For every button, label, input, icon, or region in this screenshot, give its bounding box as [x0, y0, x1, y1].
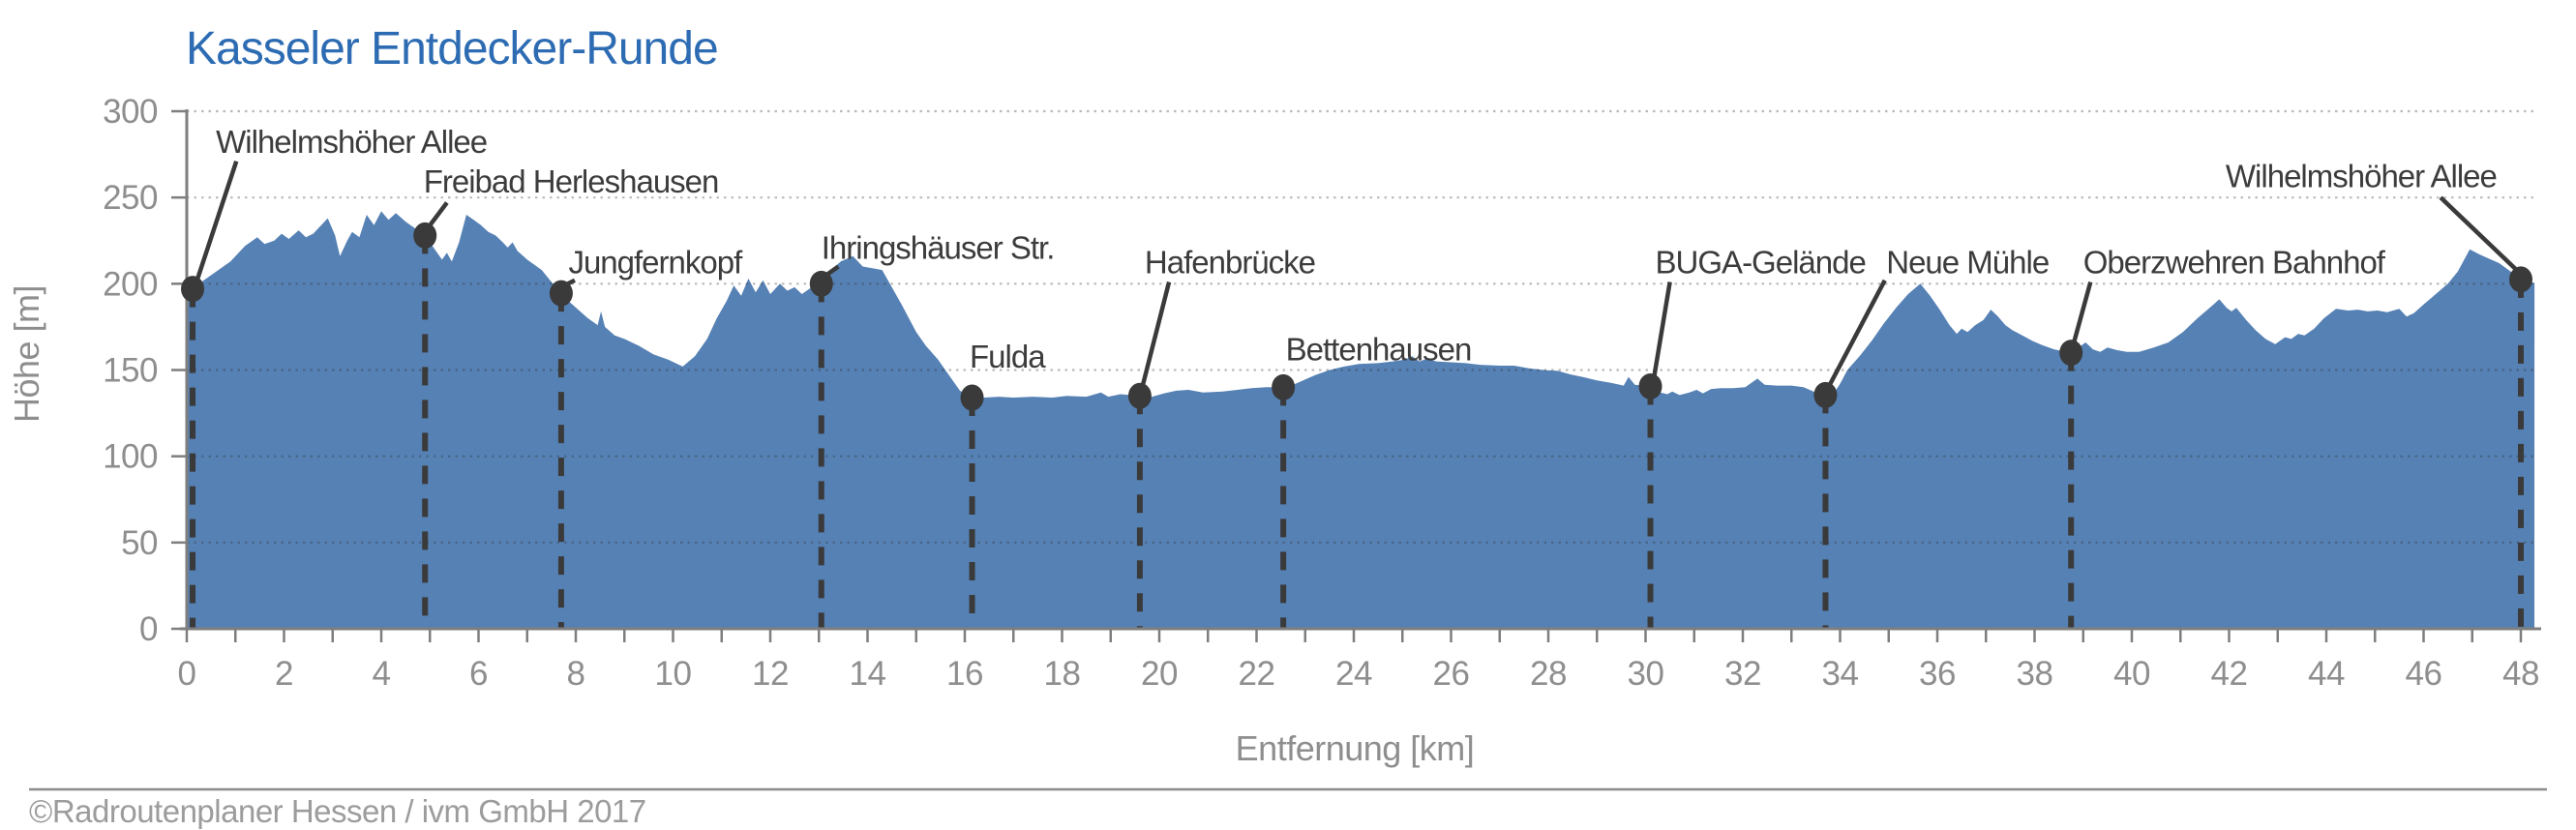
x-tick-label-24: 24: [1335, 655, 1372, 693]
x-tick-label-36: 36: [1919, 655, 1956, 693]
y-tick-label-100: 100: [103, 438, 158, 476]
station-marker-3: [809, 270, 833, 297]
x-tick-label-10: 10: [655, 655, 692, 693]
copyright-text: ©Radroutenplaner Hessen / ivm GmbH 2017: [29, 793, 646, 829]
x-tick-label-38: 38: [2017, 655, 2053, 693]
station-marker-4: [960, 384, 984, 411]
x-tick-label-34: 34: [1822, 655, 1859, 693]
station-label-10: Wilhelmshöher Allee: [2226, 158, 2497, 193]
x-tick-label-12: 12: [752, 655, 789, 693]
station-leader-7: [1651, 282, 1672, 379]
station-leader-8: [1827, 279, 1887, 387]
station-label-8: Neue Mühle: [1886, 245, 2049, 281]
x-tick-label-20: 20: [1141, 655, 1178, 693]
y-tick-label-150: 150: [103, 352, 158, 390]
elevation-area: [187, 211, 2535, 629]
station-leader-5: [1140, 281, 1172, 388]
x-axis-title: Entfernung [km]: [1236, 728, 1475, 768]
station-label-4: Fulda: [970, 339, 1046, 374]
station-label-7: BUGA-Gelände: [1656, 245, 1866, 281]
station-leader-9: [2071, 281, 2093, 345]
x-tick-label-32: 32: [1724, 655, 1761, 693]
station-label-1: Freibad Herleshausen: [424, 163, 719, 199]
station-label-6: Bettenhausen: [1286, 332, 1472, 368]
x-tick-label-26: 26: [1433, 655, 1470, 693]
station-label-3: Ihringshäuser Str.: [822, 229, 1055, 265]
station-marker-1: [413, 222, 437, 249]
x-tick-label-8: 8: [567, 655, 585, 693]
x-tick-label-18: 18: [1044, 655, 1081, 693]
station-marker-2: [549, 280, 573, 307]
y-tick-label-0: 0: [139, 610, 158, 648]
station-label-0: Wilhelmshöher Allee: [216, 124, 487, 160]
station-leader-10: [2439, 195, 2521, 274]
y-tick-label-50: 50: [121, 524, 158, 562]
x-tick-label-14: 14: [850, 655, 886, 693]
x-tick-label-6: 6: [469, 655, 488, 693]
station-marker-8: [1813, 381, 1838, 408]
x-tick-label-22: 22: [1239, 655, 1275, 693]
x-tick-label-2: 2: [275, 655, 293, 693]
y-tick-label-250: 250: [103, 179, 158, 217]
x-tick-label-48: 48: [2502, 655, 2539, 693]
station-label-2: Jungfernkopf: [568, 245, 743, 281]
plot-area: 0 2 4 6 8 10 12 14 16 18 20 22 24 26 28 30 32 34 36 38 40 42 4…: [103, 93, 2541, 693]
x-tick-label-40: 40: [2113, 655, 2150, 693]
y-tick-label-200: 200: [103, 265, 158, 303]
station-marker-7: [1638, 372, 1662, 400]
y-tick-label-300: 300: [103, 93, 158, 131]
station-marker-10: [2509, 266, 2532, 293]
x-tick-label-46: 46: [2406, 655, 2442, 693]
station-label-9: Oberzwehren Bahnhof: [2083, 245, 2386, 281]
station-label-5: Hafenbrücke: [1145, 245, 1315, 281]
x-tick-label-28: 28: [1530, 655, 1567, 693]
station-leader-0: [194, 161, 239, 283]
x-tick-label-30: 30: [1628, 655, 1664, 693]
station-marker-0: [181, 276, 205, 303]
x-tick-label-16: 16: [946, 655, 983, 693]
chart-title: Kasseler Entdecker-Runde: [186, 23, 718, 74]
x-tick-label-42: 42: [2211, 655, 2248, 693]
station-marker-6: [1272, 373, 1296, 400]
station-marker-9: [2059, 340, 2083, 367]
x-tick-label-0: 0: [178, 655, 196, 693]
x-tick-label-44: 44: [2308, 655, 2345, 693]
station-marker-5: [1127, 382, 1152, 409]
x-tick-label-4: 4: [373, 655, 391, 693]
y-axis-title: Höhe [m]: [7, 285, 46, 423]
